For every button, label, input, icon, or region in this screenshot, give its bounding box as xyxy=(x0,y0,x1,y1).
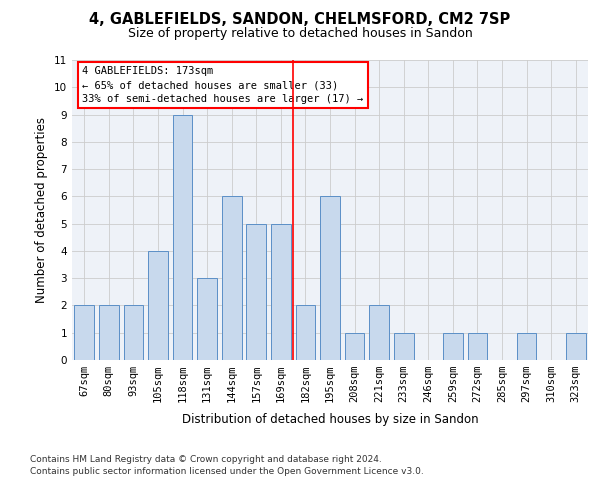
Bar xyxy=(345,332,364,360)
Bar xyxy=(247,224,266,360)
Y-axis label: Number of detached properties: Number of detached properties xyxy=(35,117,49,303)
Bar xyxy=(296,306,315,360)
Bar xyxy=(370,306,389,360)
Bar xyxy=(173,114,193,360)
Text: Contains public sector information licensed under the Open Government Licence v3: Contains public sector information licen… xyxy=(30,468,424,476)
Text: Size of property relative to detached houses in Sandon: Size of property relative to detached ho… xyxy=(128,28,472,40)
Text: Contains HM Land Registry data © Crown copyright and database right 2024.: Contains HM Land Registry data © Crown c… xyxy=(30,455,382,464)
Bar xyxy=(222,196,242,360)
Bar xyxy=(99,306,119,360)
Bar xyxy=(467,332,487,360)
Text: 4, GABLEFIELDS, SANDON, CHELMSFORD, CM2 7SP: 4, GABLEFIELDS, SANDON, CHELMSFORD, CM2 … xyxy=(89,12,511,28)
Text: Distribution of detached houses by size in Sandon: Distribution of detached houses by size … xyxy=(182,412,478,426)
Bar xyxy=(320,196,340,360)
Bar xyxy=(443,332,463,360)
Bar xyxy=(271,224,290,360)
Bar xyxy=(148,251,168,360)
Bar xyxy=(566,332,586,360)
Bar xyxy=(74,306,94,360)
Bar xyxy=(517,332,536,360)
Bar xyxy=(124,306,143,360)
Bar xyxy=(394,332,413,360)
Bar xyxy=(197,278,217,360)
Text: 4 GABLEFIELDS: 173sqm
← 65% of detached houses are smaller (33)
33% of semi-deta: 4 GABLEFIELDS: 173sqm ← 65% of detached … xyxy=(82,66,364,104)
